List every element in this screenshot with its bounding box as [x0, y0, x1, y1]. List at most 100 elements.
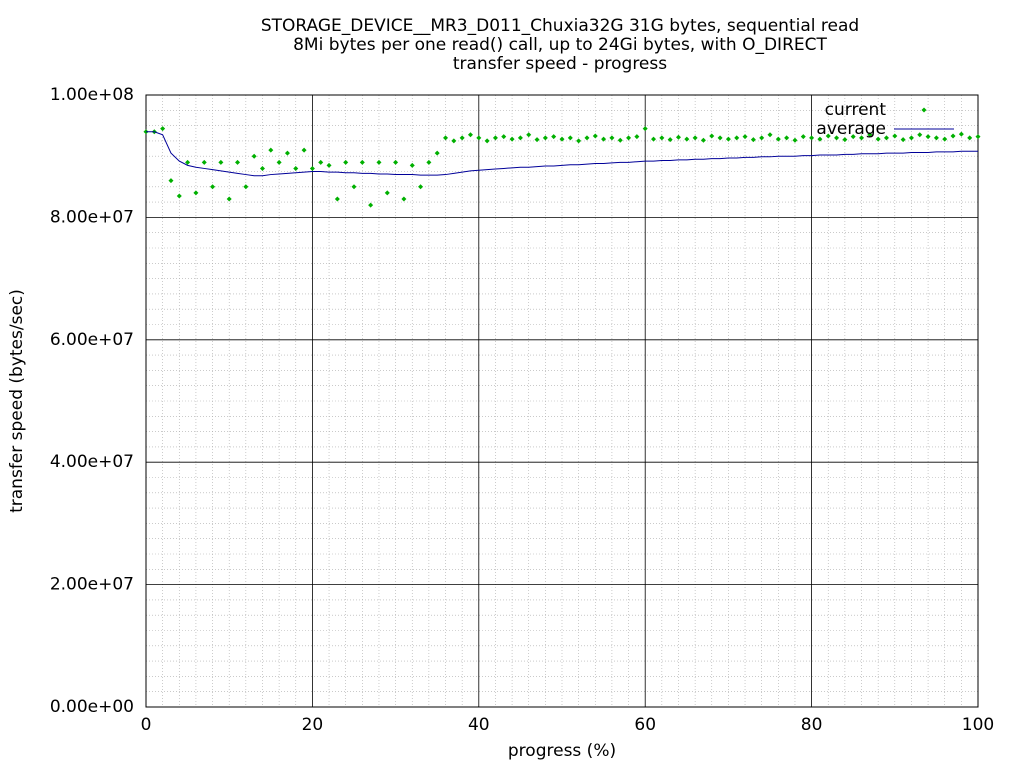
- y-tick-label: 4.00e+07: [50, 452, 134, 472]
- data-point: [534, 137, 540, 143]
- y-tick-label: 8.00e+07: [50, 207, 134, 227]
- data-point: [734, 135, 740, 141]
- data-point: [750, 137, 756, 143]
- x-tick-label: 0: [141, 715, 152, 735]
- data-point: [817, 136, 823, 142]
- data-point: [900, 137, 906, 143]
- data-point: [775, 136, 781, 142]
- data-point: [784, 135, 790, 141]
- data-point: [834, 135, 840, 141]
- data-point: [709, 133, 715, 139]
- chart-subtitle: 8Mi bytes per one read() call, up to 24G…: [293, 35, 827, 55]
- data-point: [318, 159, 324, 165]
- y-axis-title: transfer speed (bytes/sec): [7, 289, 27, 513]
- data-point: [376, 159, 382, 165]
- data-point: [201, 159, 207, 165]
- data-point: [384, 190, 390, 196]
- data-point: [601, 136, 607, 142]
- data-point: [942, 136, 948, 142]
- data-point: [825, 133, 831, 139]
- data-point: [617, 137, 623, 143]
- data-point: [626, 135, 632, 141]
- data-point: [792, 137, 798, 143]
- y-tick-label: 2.00e+07: [50, 575, 134, 595]
- data-point: [609, 135, 615, 141]
- data-point: [476, 135, 482, 141]
- data-point: [426, 159, 432, 165]
- data-point: [717, 135, 723, 141]
- data-point: [459, 135, 465, 141]
- data-point: [800, 134, 806, 140]
- x-tick-label: 20: [302, 715, 324, 735]
- data-point: [850, 134, 856, 140]
- y-tick-label: 6.00e+07: [50, 330, 134, 350]
- data-point: [251, 153, 257, 159]
- plot-frame: [145, 94, 979, 708]
- data-point: [659, 135, 665, 141]
- data-line: [146, 131, 978, 177]
- data-point: [842, 137, 848, 143]
- data-point: [501, 134, 507, 140]
- data-point: [368, 202, 374, 208]
- x-axis-title: progress (%): [508, 741, 616, 761]
- data-point: [268, 147, 274, 153]
- data-point: [343, 159, 349, 165]
- data-point: [551, 134, 557, 140]
- data-point: [434, 150, 440, 156]
- data-point: [883, 135, 889, 141]
- data-point: [809, 135, 815, 141]
- data-point: [517, 135, 523, 141]
- data-point: [409, 162, 415, 168]
- data-point: [393, 159, 399, 165]
- data-point: [359, 159, 365, 165]
- x-tick-label: 60: [634, 715, 656, 735]
- data-point: [168, 178, 174, 184]
- data-point: [484, 138, 490, 144]
- x-tick-label: 100: [962, 715, 994, 735]
- data-point: [975, 134, 981, 140]
- data-point: [526, 132, 532, 138]
- data-point: [176, 193, 182, 199]
- data-point: [276, 159, 282, 165]
- data-point: [509, 136, 515, 142]
- data-point: [642, 126, 648, 132]
- data-point: [443, 135, 449, 141]
- data-point: [334, 196, 340, 202]
- data-point: [684, 136, 690, 142]
- data-point: [418, 184, 424, 190]
- data-point: [875, 136, 881, 142]
- legend-label: current: [825, 100, 887, 120]
- data-point: [492, 135, 498, 141]
- legend-label: average: [816, 119, 886, 139]
- data-point: [925, 134, 931, 140]
- data-point: [692, 135, 698, 141]
- data-point: [667, 137, 673, 143]
- data-point: [592, 133, 598, 139]
- y-tick-label: 1.00e+08: [50, 85, 134, 105]
- data-point: [584, 135, 590, 141]
- data-point: [309, 165, 315, 171]
- data-point: [675, 134, 681, 140]
- data-point: [767, 132, 773, 138]
- legend-marker: [921, 107, 927, 113]
- data-point: [867, 132, 873, 138]
- data-point: [301, 147, 307, 153]
- x-tick-label: 40: [468, 715, 490, 735]
- data-point: [576, 138, 582, 144]
- data-point: [559, 136, 565, 142]
- data-point: [467, 132, 473, 138]
- data-point: [218, 159, 224, 165]
- data-point: [950, 133, 956, 139]
- data-point: [651, 136, 657, 142]
- data-point: [401, 196, 407, 202]
- data-point: [967, 135, 973, 141]
- data-point: [567, 135, 573, 141]
- data-point: [160, 126, 166, 132]
- data-point: [700, 137, 706, 143]
- data-point: [243, 184, 249, 190]
- data-point: [742, 134, 748, 140]
- data-point: [185, 159, 191, 165]
- data-point: [908, 135, 914, 141]
- data-point: [859, 135, 865, 141]
- chart-subtitle: transfer speed - progress: [453, 54, 667, 74]
